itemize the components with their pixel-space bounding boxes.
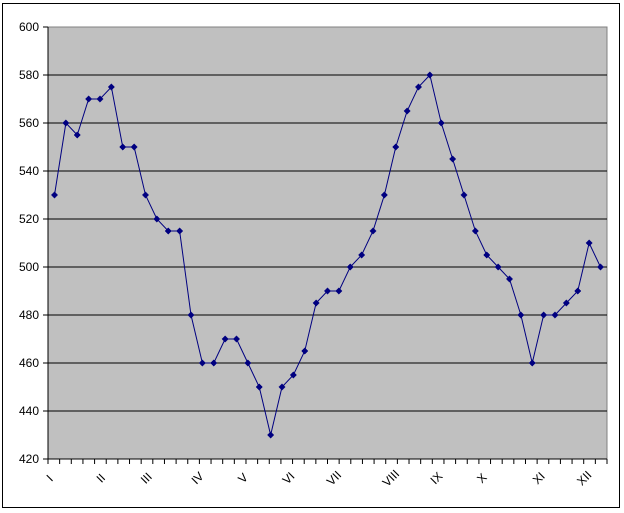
- data-point: [176, 227, 184, 235]
- data-point: [505, 275, 514, 283]
- x-tick-label: V: [235, 470, 251, 486]
- x-tick-label: XI: [530, 469, 548, 487]
- data-point: [460, 191, 468, 199]
- data-point: [426, 71, 434, 79]
- data-point: [392, 143, 400, 151]
- y-tick-label: 600: [19, 20, 39, 34]
- data-point: [414, 83, 423, 91]
- x-tick-label: XII: [574, 468, 594, 488]
- data-point: [255, 383, 263, 391]
- y-tick-label: 580: [19, 68, 39, 82]
- y-tick-label: 420: [19, 452, 39, 466]
- data-point: [50, 191, 59, 199]
- data-point: [210, 359, 218, 367]
- data-point: [323, 287, 332, 295]
- data-point: [585, 239, 593, 247]
- data-point: [232, 335, 241, 343]
- data-point: [312, 299, 320, 307]
- data-point: [403, 107, 411, 115]
- data-point: [130, 143, 138, 151]
- data-point: [96, 95, 104, 103]
- data-point: [278, 383, 286, 391]
- data-point: [437, 119, 445, 127]
- data-point: [574, 287, 582, 295]
- y-tick-label: 500: [19, 260, 39, 274]
- data-point: [62, 119, 70, 127]
- data-point: [335, 287, 343, 295]
- y-tick-label: 540: [19, 164, 39, 178]
- x-tick-label: I: [44, 472, 56, 484]
- x-tick-label: X: [474, 470, 490, 486]
- x-tick-label: IV: [189, 469, 207, 487]
- data-point: [540, 311, 548, 319]
- data-point: [289, 371, 297, 379]
- data-point: [471, 227, 479, 235]
- data-point: [346, 263, 354, 271]
- x-axis: I II III IV V VI VII VIII IX X XI XII: [44, 458, 608, 490]
- data-point: [153, 215, 161, 223]
- data-point: [494, 263, 502, 271]
- x-tick-label: III: [138, 470, 155, 487]
- data-point: [358, 251, 366, 259]
- data-point: [551, 311, 559, 319]
- data-point: [517, 311, 525, 319]
- y-axis: 420 440 460 480 500 520 540 560 580 600: [19, 20, 49, 466]
- data-point: [198, 359, 206, 367]
- data-point: [483, 251, 491, 259]
- x-tick-label: II: [94, 471, 109, 486]
- data-point: [369, 227, 377, 235]
- data-point: [596, 263, 605, 271]
- y-tick-label: 440: [19, 404, 39, 418]
- y-tick-label: 560: [19, 116, 39, 130]
- data-point: [380, 191, 388, 199]
- data-point: [301, 347, 309, 355]
- data-point: [562, 299, 570, 307]
- plot-area: [47, 26, 608, 460]
- data-point: [244, 359, 252, 367]
- y-tick-label: 480: [19, 308, 39, 322]
- x-tick-label: VIII: [380, 467, 403, 490]
- gridlines: [48, 74, 607, 412]
- data-point: [267, 431, 275, 439]
- x-tick-label: IX: [427, 469, 445, 487]
- data-point: [221, 335, 229, 343]
- data-point: [107, 83, 115, 91]
- series-group: [50, 71, 605, 439]
- data-point: [164, 227, 172, 235]
- y-tick-label: 460: [19, 356, 39, 370]
- data-point: [85, 95, 93, 103]
- data-point: [119, 143, 127, 151]
- x-tick-label: VII: [324, 468, 344, 488]
- data-point: [528, 359, 536, 367]
- data-point: [449, 155, 457, 163]
- x-tick-label: VI: [280, 469, 298, 487]
- data-point: [141, 191, 150, 199]
- data-point: [73, 131, 81, 139]
- data-point: [187, 311, 195, 319]
- y-tick-label: 520: [19, 212, 39, 226]
